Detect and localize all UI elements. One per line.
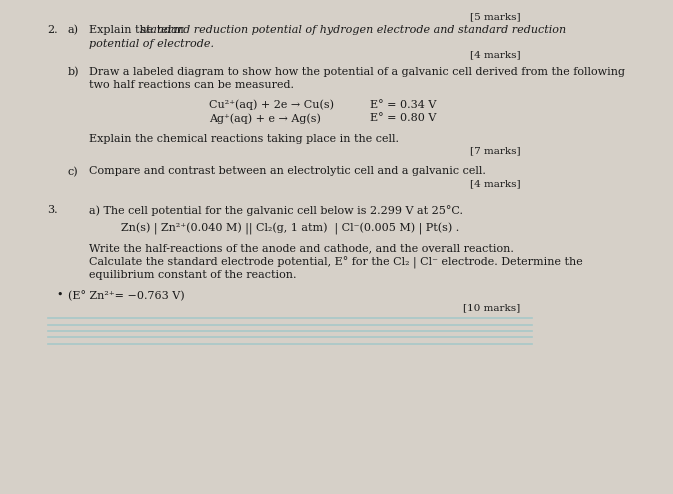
Text: two half reactions can be measured.: two half reactions can be measured. [89, 80, 294, 90]
Text: Explain the chemical reactions taking place in the cell.: Explain the chemical reactions taking pl… [89, 134, 399, 144]
Text: b): b) [68, 67, 79, 78]
Text: E° = 0.34 V: E° = 0.34 V [370, 100, 437, 110]
Text: •: • [56, 290, 63, 300]
Text: Explain the term: Explain the term [89, 25, 187, 35]
Text: [7 marks]: [7 marks] [470, 146, 520, 155]
Text: [10 marks]: [10 marks] [463, 303, 520, 313]
Text: Ag⁺(aq) + e → Ag(s): Ag⁺(aq) + e → Ag(s) [209, 114, 321, 124]
Text: a) The cell potential for the galvanic cell below is 2.299 V at 25°C.: a) The cell potential for the galvanic c… [89, 205, 463, 215]
Text: Calculate the standard electrode potential, E° for the Cl₂ | Cl⁻ electrode. Dete: Calculate the standard electrode potenti… [89, 256, 583, 269]
Text: Zn(s) | Zn²⁺(0.040 M) || Cl₂(g, 1 atm)  | Cl⁻(0.005 M) | Pt(s) .: Zn(s) | Zn²⁺(0.040 M) || Cl₂(g, 1 atm) |… [120, 223, 459, 236]
Text: [4 marks]: [4 marks] [470, 179, 520, 188]
Text: E° = 0.80 V: E° = 0.80 V [370, 114, 437, 124]
Text: (E° Zn²⁺= −0.763 V): (E° Zn²⁺= −0.763 V) [68, 290, 184, 301]
Text: Draw a labeled diagram to show how the potential of a galvanic cell derived from: Draw a labeled diagram to show how the p… [89, 67, 625, 77]
Text: Cu²⁺(aq) + 2e → Cu(s): Cu²⁺(aq) + 2e → Cu(s) [209, 100, 334, 110]
Text: [5 marks]: [5 marks] [470, 12, 520, 21]
Text: 2.: 2. [48, 25, 58, 35]
Text: Compare and contrast between an electrolytic cell and a galvanic cell.: Compare and contrast between an electrol… [89, 166, 486, 176]
Text: potential of electrode.: potential of electrode. [89, 39, 214, 49]
Text: Write the half-reactions of the anode and cathode, and the overall reaction.: Write the half-reactions of the anode an… [89, 243, 514, 253]
Text: a): a) [68, 25, 79, 35]
Text: 3.: 3. [48, 205, 58, 215]
Text: standard reduction potential of hydrogen electrode and standard reduction: standard reduction potential of hydrogen… [140, 25, 566, 35]
Text: equilibrium constant of the reaction.: equilibrium constant of the reaction. [89, 270, 297, 280]
Text: c): c) [68, 166, 78, 177]
Text: [4 marks]: [4 marks] [470, 50, 520, 59]
